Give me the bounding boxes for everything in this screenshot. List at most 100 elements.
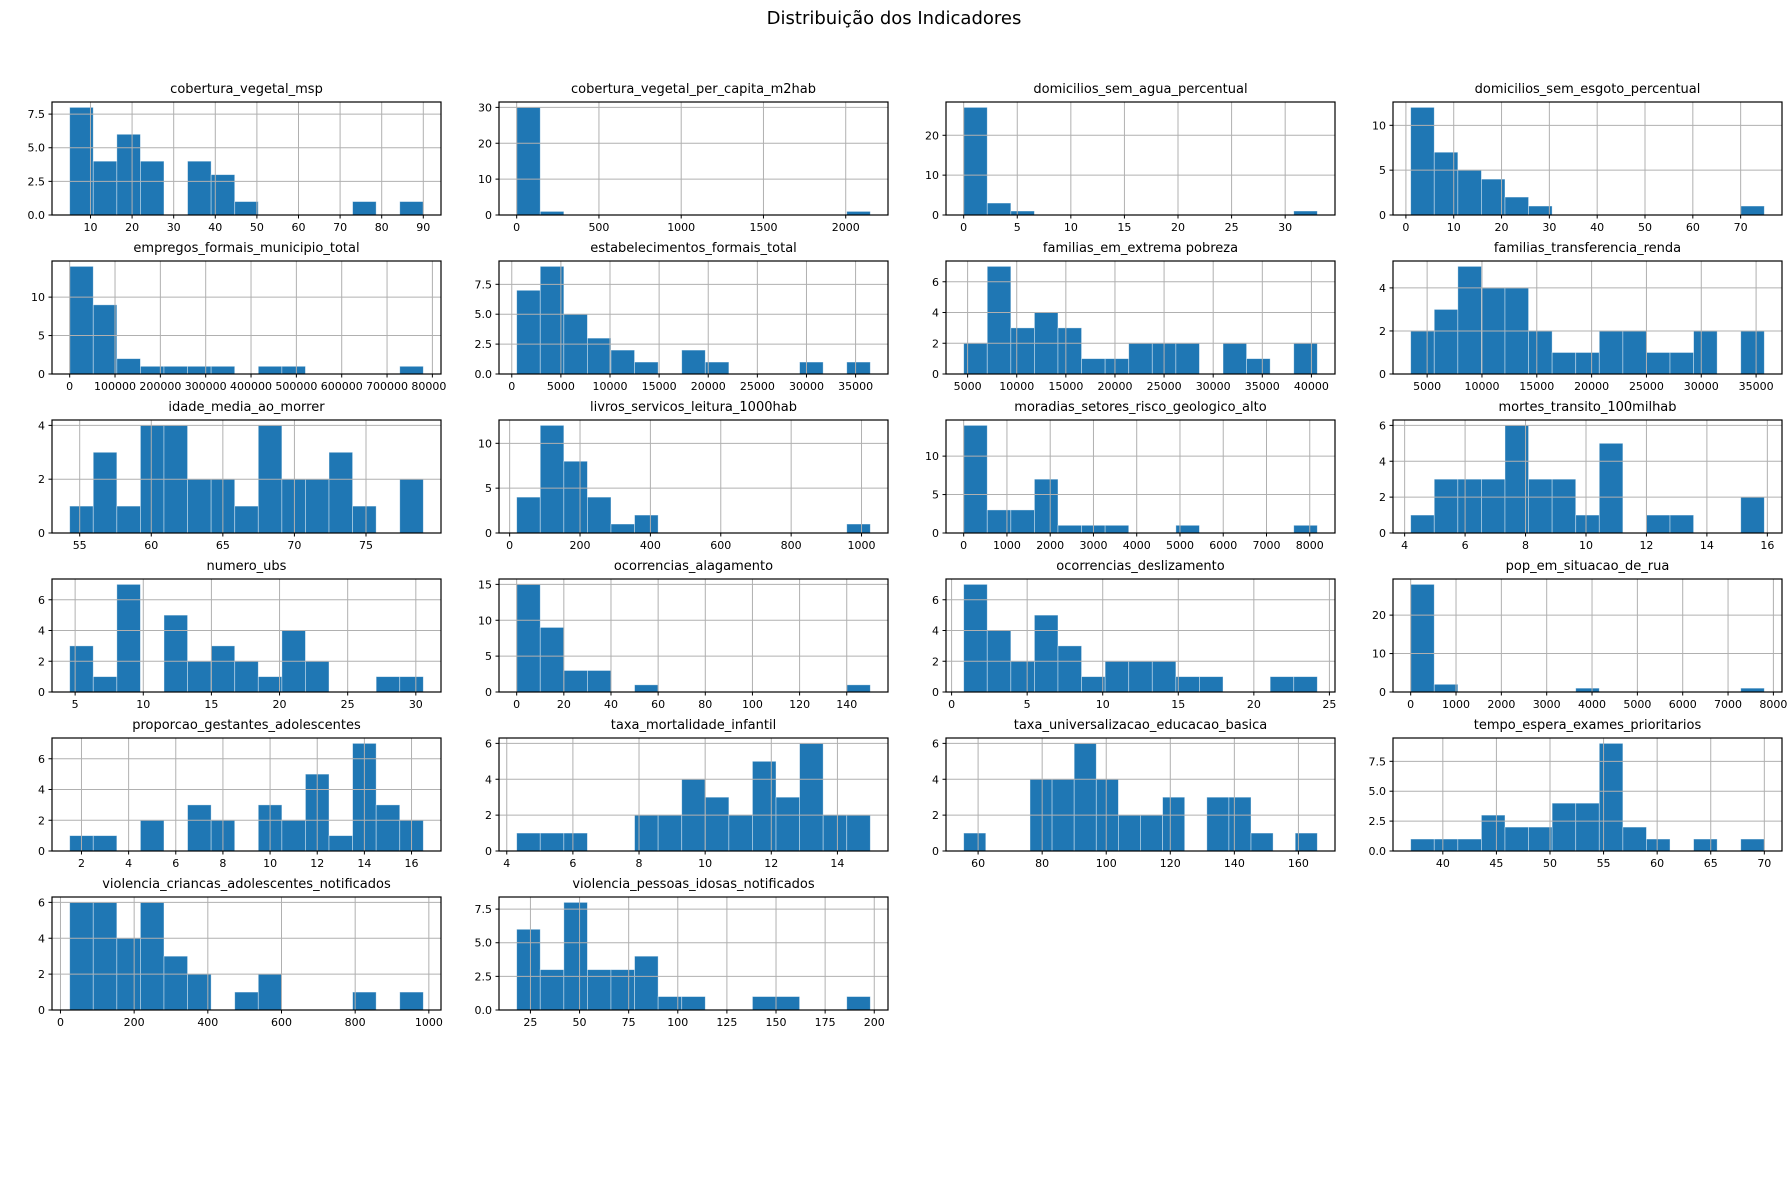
histogram-moradias-setores-risco-geologico-alto: 0 1000 2000 3000 4000 5000 6000 7000 8000 0 5 10 <box>925 419 1336 552</box>
bar <box>305 660 330 693</box>
y-tick-label: 7.5 <box>475 278 493 291</box>
y-tick-label: 15 <box>478 578 492 591</box>
bar <box>1622 826 1647 852</box>
x-tick-label: 1000 <box>993 539 1021 552</box>
bar <box>116 133 141 216</box>
y-tick-label: 0.0 <box>1369 845 1387 858</box>
bar <box>281 478 306 534</box>
y-tick-label: 10 <box>925 450 939 463</box>
y-tick-label: 4 <box>932 773 939 786</box>
bar <box>1622 330 1647 375</box>
x-tick-label: 14 <box>1700 539 1714 552</box>
x-tick-label: 15 <box>1171 698 1185 711</box>
x-tick-label: 12 <box>764 857 778 870</box>
histogram-cobertura-vegetal-per-capita-m2hab: 0 500 1000 1500 2000 0 10 20 30 <box>478 101 889 234</box>
histogram-taxa-universalizacao-educacao-basica: 60 80 100 120 140 160 0 2 4 6 <box>932 737 1336 870</box>
x-tick-label: 65 <box>216 539 230 552</box>
bar <box>234 201 259 216</box>
subplot-title: ocorrencias_deslizamento <box>1056 559 1225 574</box>
y-tick-label: 0 <box>38 527 45 540</box>
x-tick-label: 1000 <box>848 539 876 552</box>
bar <box>1175 524 1200 534</box>
histogram-violencia-criancas-adolescentes-notificados: 0 200 400 600 800 1000 0 2 4 6 <box>38 896 443 1029</box>
x-tick-label: 0 <box>57 1016 64 1029</box>
bar <box>375 676 401 693</box>
bar <box>963 106 988 216</box>
x-tick-label: 75 <box>359 539 373 552</box>
x-tick-label: 2000 <box>1036 539 1064 552</box>
bar <box>516 583 541 693</box>
x-tick-label: 35000 <box>1245 380 1280 393</box>
subplot-title: empregos_formais_municipio_total <box>133 241 360 256</box>
subplot-title: domicilios_sem_esgoto_percentual <box>1474 82 1701 97</box>
y-tick-label: 7.5 <box>475 903 493 916</box>
bar <box>1481 814 1506 852</box>
x-tick-label: 5000 <box>547 380 575 393</box>
x-tick-label: 700000 <box>366 380 408 393</box>
histogram-estabelecimentos-formais-total: 0 5000 10000 15000 20000 25000 30000 35000 0.0 2.… <box>475 260 889 393</box>
x-tick-label: 40000 <box>1294 380 1329 393</box>
bar <box>1646 838 1671 852</box>
bar <box>140 819 165 852</box>
y-tick-label: 0 <box>932 209 939 222</box>
bar <box>516 496 541 534</box>
x-tick-label: 150 <box>766 1016 787 1029</box>
y-tick-label: 4 <box>1379 455 1386 468</box>
y-tick-label: 6 <box>932 737 939 750</box>
y-tick-label: 0 <box>1379 527 1386 540</box>
x-tick-label: 400000 <box>230 380 272 393</box>
bar <box>92 676 118 693</box>
x-tick-label: 25000 <box>1629 380 1664 393</box>
bar <box>1410 106 1435 216</box>
y-tick-label: 5.0 <box>28 142 46 155</box>
bar <box>1410 838 1435 852</box>
x-tick-label: 160 <box>1288 857 1309 870</box>
bar <box>1057 327 1082 375</box>
bar <box>1457 838 1482 852</box>
bar <box>634 514 659 534</box>
bar <box>1222 342 1247 375</box>
histogram-domicilios-sem-esgoto-percentual: 0 10 20 30 40 50 60 70 0 5 10 <box>1372 101 1783 234</box>
bar <box>187 478 212 534</box>
y-tick-label: 0.0 <box>475 1004 493 1017</box>
x-tick-label: 4 <box>503 857 510 870</box>
y-tick-label: 7.5 <box>1369 755 1387 768</box>
x-tick-label: 80 <box>698 698 712 711</box>
bar <box>1010 509 1035 534</box>
x-tick-label: 5 <box>72 698 79 711</box>
bar <box>1104 358 1130 375</box>
y-tick-label: 0 <box>38 845 45 858</box>
histogram-idade-media-ao-morrer: 55 60 65 70 75 0 2 4 <box>38 419 442 552</box>
bar <box>1081 358 1106 375</box>
bar <box>281 819 306 852</box>
y-tick-label: 5 <box>485 482 492 495</box>
bar <box>634 361 659 375</box>
x-tick-label: 50 <box>1543 857 1557 870</box>
bar <box>681 996 706 1011</box>
bar <box>516 289 541 375</box>
subplot-title: tempo_espera_exames_prioritarios <box>1473 718 1702 733</box>
histogram-proporcao-gestantes-adolescentes: 2 4 6 8 10 12 14 16 0 2 4 6 <box>38 737 442 870</box>
x-tick-label: 70 <box>333 221 347 234</box>
subplot-title: estabelecimentos_formais_total <box>590 241 797 256</box>
bar <box>516 832 541 852</box>
x-tick-label: 1000 <box>1442 698 1470 711</box>
bar <box>1504 196 1529 216</box>
x-tick-label: 60 <box>144 539 158 552</box>
bar <box>92 835 118 852</box>
bar <box>1433 151 1459 216</box>
y-tick-label: 10 <box>1372 119 1386 132</box>
bar <box>1250 832 1274 852</box>
x-tick-label: 12 <box>310 857 324 870</box>
y-tick-label: 0 <box>38 1004 45 1017</box>
y-tick-label: 10 <box>478 614 492 627</box>
y-tick-label: 4 <box>932 307 939 320</box>
x-tick-label: 200 <box>864 1016 885 1029</box>
y-tick-label: 0 <box>932 845 939 858</box>
y-tick-label: 2 <box>38 968 45 981</box>
x-tick-label: 0 <box>506 539 513 552</box>
bar <box>1740 838 1765 852</box>
bar <box>1057 645 1082 693</box>
x-tick-label: 25000 <box>1147 380 1182 393</box>
